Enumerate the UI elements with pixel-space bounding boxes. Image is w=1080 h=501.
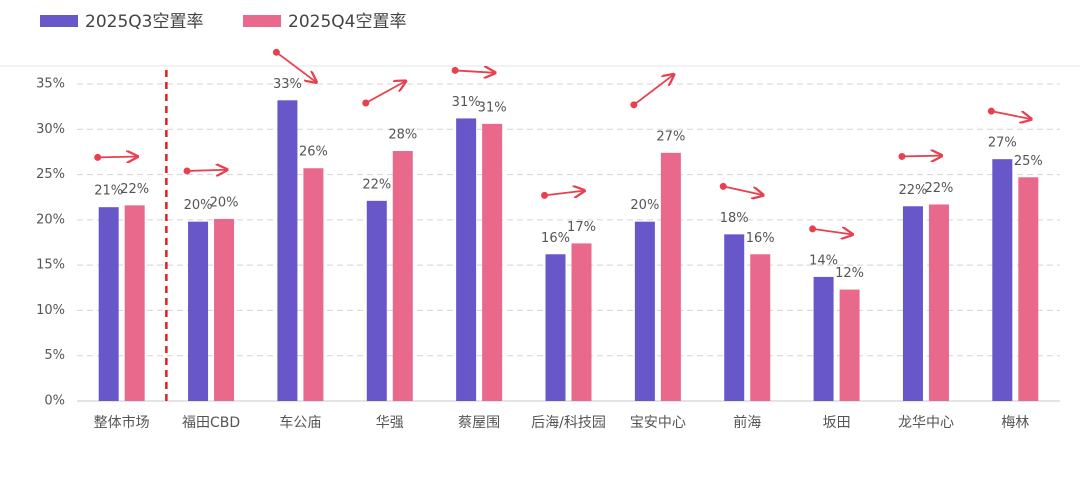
bar xyxy=(392,151,413,401)
bar xyxy=(545,254,566,401)
legend-label: 2025Q3空置率 xyxy=(85,12,203,32)
trend-arrow xyxy=(455,70,495,72)
value-label: 31% xyxy=(478,100,507,115)
bar xyxy=(928,204,949,401)
value-label: 22% xyxy=(925,181,954,196)
value-label: 25% xyxy=(1014,154,1043,169)
bar xyxy=(482,123,503,401)
y-tick-label: 15% xyxy=(36,258,65,273)
y-tick-label: 0% xyxy=(44,394,65,409)
bar xyxy=(188,221,209,401)
bar xyxy=(571,243,592,401)
x-tick-label: 车公庙 xyxy=(279,414,321,431)
bar xyxy=(277,100,298,401)
bar xyxy=(124,205,145,401)
x-tick-label: 梅林 xyxy=(1001,415,1029,431)
value-label: 26% xyxy=(299,145,328,160)
bar xyxy=(634,221,655,401)
legend-swatch xyxy=(243,15,281,27)
x-tick-label: 华强 xyxy=(376,415,404,431)
y-tick-label: 20% xyxy=(36,212,65,227)
value-label: 20% xyxy=(184,198,213,213)
bar xyxy=(992,159,1013,401)
bar xyxy=(839,289,860,401)
trend-arrow xyxy=(275,51,316,82)
value-label: 16% xyxy=(541,231,570,246)
x-tick-label: 宝安中心 xyxy=(630,415,686,431)
x-tick-label: 前海 xyxy=(733,414,761,431)
value-label: 20% xyxy=(630,198,659,213)
trend-arrow xyxy=(544,191,585,196)
trend-arrow xyxy=(365,81,406,104)
x-tick-label: 蔡屋围 xyxy=(458,415,500,431)
value-label: 31% xyxy=(452,95,481,110)
y-tick-label: 10% xyxy=(36,303,65,318)
legend-label: 2025Q4空置率 xyxy=(288,12,406,32)
value-label: 28% xyxy=(388,128,417,143)
value-label: 21% xyxy=(94,184,123,199)
bar xyxy=(303,168,324,401)
trend-arrow xyxy=(812,229,853,235)
bar xyxy=(1018,177,1039,401)
bar xyxy=(724,234,745,401)
bar xyxy=(456,118,477,401)
y-tick-label: 30% xyxy=(36,122,65,137)
value-label: 27% xyxy=(656,129,685,144)
bar xyxy=(214,218,235,401)
value-label: 27% xyxy=(988,136,1017,151)
bar xyxy=(902,206,923,401)
x-tick-label: 福田CBD xyxy=(182,415,240,431)
x-tick-label: 整体市场 xyxy=(94,414,150,431)
trend-arrow xyxy=(187,170,227,171)
y-tick-label: 5% xyxy=(44,348,65,363)
bar xyxy=(750,254,771,401)
bar xyxy=(660,152,681,401)
value-label: 22% xyxy=(899,183,928,198)
value-label: 18% xyxy=(720,211,749,226)
value-label: 22% xyxy=(120,182,149,197)
value-label: 20% xyxy=(210,195,239,210)
value-label: 12% xyxy=(835,266,864,281)
value-label: 16% xyxy=(746,231,775,246)
x-tick-label: 后海/科技园 xyxy=(531,415,606,431)
value-label: 17% xyxy=(567,220,596,235)
trend-arrow xyxy=(723,185,763,195)
trend-arrow xyxy=(633,74,674,106)
bar xyxy=(98,207,119,401)
bar xyxy=(813,276,834,401)
bar xyxy=(366,200,387,401)
legend-swatch xyxy=(40,15,78,27)
x-tick-label: 坂田 xyxy=(823,415,851,431)
y-tick-label: 35% xyxy=(36,77,65,92)
value-label: 33% xyxy=(273,77,302,92)
x-tick-label: 龙华中心 xyxy=(898,415,954,431)
y-tick-label: 25% xyxy=(36,167,65,182)
trend-arrow xyxy=(97,157,138,158)
value-label: 22% xyxy=(362,177,391,192)
trend-arrow xyxy=(991,110,1031,119)
value-label: 14% xyxy=(809,253,838,268)
trend-arrow xyxy=(901,156,942,157)
